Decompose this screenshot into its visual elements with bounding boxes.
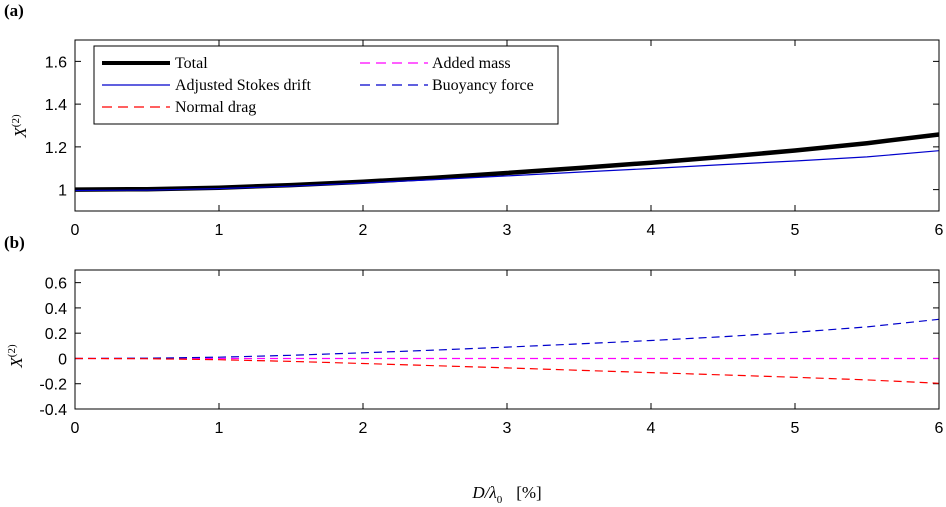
panel-a-xtick-label: 6 bbox=[935, 222, 944, 239]
panel-b-axes: 0 1 2 3 4 5 6 -0.4 -0.2 0 0.2 0.4 0.6 bbox=[39, 270, 944, 437]
panel-b-xlabel: D/λ0 [%] bbox=[471, 483, 541, 506]
panel-b-label: (b) bbox=[4, 233, 25, 252]
series-line-normal-drag bbox=[74, 357, 940, 384]
series-line-buoyancy-force bbox=[74, 318, 940, 360]
panel-a-ytick-label: 1 bbox=[58, 183, 67, 200]
legend-label-added-mass: Added mass bbox=[432, 55, 511, 72]
panel-a-ylabel: X(2) bbox=[10, 114, 30, 139]
panel-a-xtick-label: 1 bbox=[215, 222, 224, 239]
series-line-total bbox=[74, 132, 940, 192]
panel-a: (a) X(2) 0 1 2 3 4 5 6 1 1.2 1.4 1.6 Total Added m… bbox=[4, 1, 944, 239]
panel-b-ytick-label: 0.6 bbox=[45, 276, 67, 293]
panel-b-xtick-label: 5 bbox=[791, 420, 800, 437]
legend-box bbox=[93, 45, 559, 125]
panel-b-ytick-label: 0.2 bbox=[45, 326, 67, 343]
panel-b-ytick-label: 0 bbox=[58, 351, 67, 368]
panel-a-label: (a) bbox=[4, 1, 24, 20]
panel-b-frame bbox=[74, 269, 940, 410]
panel-a-ytick-label: 1.2 bbox=[45, 140, 67, 157]
panel-b-ytick-label: -0.4 bbox=[39, 402, 67, 419]
panel-a-ytick-label: 1.6 bbox=[45, 54, 67, 71]
legend-label-buoyancy: Buoyancy force bbox=[432, 77, 534, 94]
panel-a-frame bbox=[74, 39, 940, 212]
series-line-adjusted-stokes-drift bbox=[74, 150, 940, 192]
panel-a-xtick-label: 3 bbox=[503, 222, 512, 239]
panel-a-xtick-label: 4 bbox=[647, 222, 656, 239]
legend: Total Added mass Adjusted Stokes drift B… bbox=[93, 45, 559, 125]
panel-b-xtick-label: 6 bbox=[935, 420, 944, 437]
panel-b-ylabel: X(2) bbox=[6, 344, 26, 369]
panel-b-xtick-label: 4 bbox=[647, 420, 656, 437]
panel-b-series bbox=[74, 318, 940, 384]
panel-b-xtick-label: 3 bbox=[503, 420, 512, 437]
panel-b-ytick-label: -0.2 bbox=[39, 377, 67, 394]
panel-a-xtick-label: 2 bbox=[359, 222, 368, 239]
panel-a-xtick-label: 5 bbox=[791, 222, 800, 239]
panel-a-axes: 0 1 2 3 4 5 6 1 1.2 1.4 1.6 bbox=[45, 40, 944, 239]
panel-b: (b) X(2) 0 1 2 3 4 5 6 -0.4 -0.2 0 0.2 0.4 0.6 D/λ0[… bbox=[4, 233, 944, 506]
panel-b-xtick-label: 0 bbox=[71, 420, 80, 437]
panel-a-ytick-label: 1.4 bbox=[45, 97, 67, 114]
panel-b-xtick-label: 1 bbox=[215, 420, 224, 437]
panel-b-xtick-label: 2 bbox=[359, 420, 368, 437]
panel-b-ytick-label: 0.4 bbox=[45, 301, 67, 318]
legend-label-stokes: Adjusted Stokes drift bbox=[175, 77, 312, 94]
legend-label-normal-drag: Normal drag bbox=[175, 99, 256, 116]
panel-a-xtick-label: 0 bbox=[71, 222, 80, 239]
legend-label-total: Total bbox=[175, 55, 208, 72]
panel-a-series bbox=[74, 132, 940, 192]
